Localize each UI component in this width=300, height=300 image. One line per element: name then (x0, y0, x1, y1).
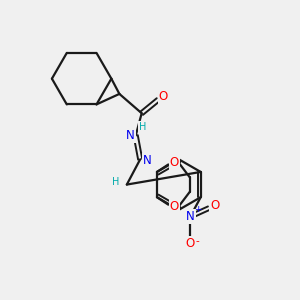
Text: O: O (169, 156, 179, 169)
Text: -: - (196, 236, 200, 247)
Text: O: O (169, 200, 179, 213)
Text: O: O (186, 237, 195, 250)
Text: +: + (194, 206, 202, 214)
Text: N: N (143, 154, 152, 167)
Text: N: N (126, 129, 135, 142)
Text: O: O (159, 90, 168, 104)
Text: H: H (112, 177, 119, 187)
Text: N: N (186, 210, 195, 223)
Text: O: O (210, 199, 219, 212)
Text: H: H (139, 122, 146, 132)
